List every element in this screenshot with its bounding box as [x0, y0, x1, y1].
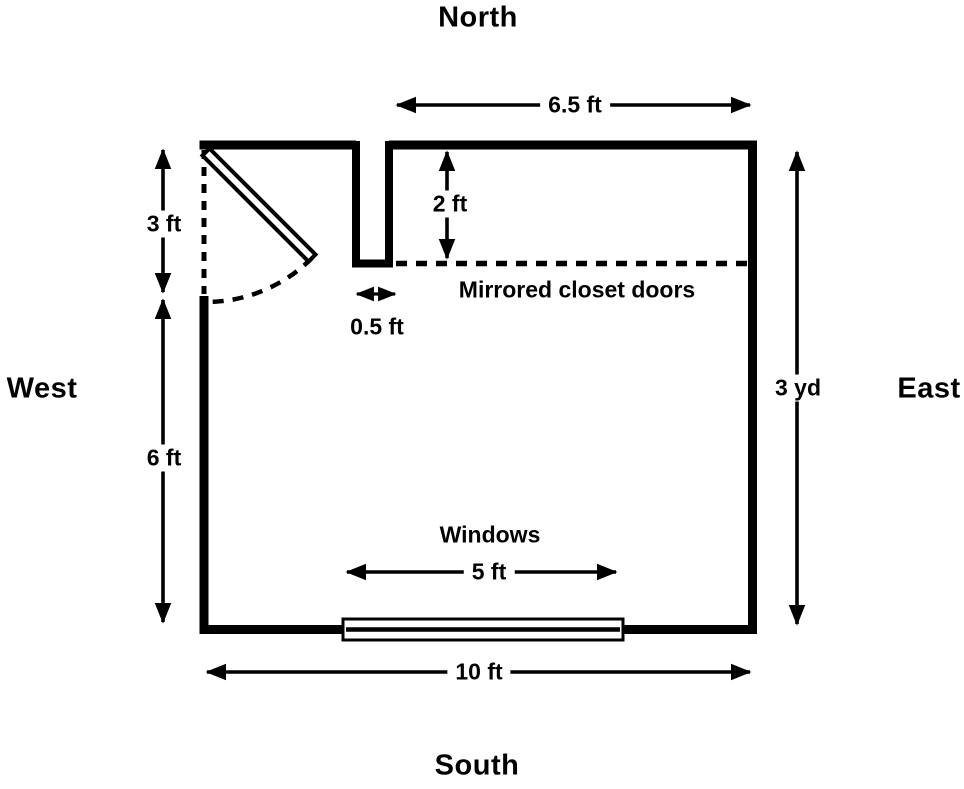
dim-label-closet-depth: 2 ft: [424, 190, 476, 218]
door-panel: [199, 145, 319, 265]
compass-east-label: East: [897, 372, 961, 405]
compass-north-label: North: [438, 1, 518, 34]
dim-label-closet-width: 6.5 ft: [540, 91, 610, 119]
dim-label-west-wall-lower: 6 ft: [138, 444, 190, 472]
compass-south-label: South: [434, 749, 520, 782]
dim-label-window-width: 5 ft: [463, 558, 515, 586]
dim-label-door-opening: 3 ft: [138, 210, 190, 238]
windows-label: Windows: [439, 521, 541, 548]
compass-west-label: West: [6, 372, 78, 405]
room-walls: [199, 140, 757, 634]
door-swing-arc: [205, 256, 314, 305]
mirrored-closet-doors-label: Mirrored closet doors: [458, 276, 696, 303]
dim-label-south-wall: 10 ft: [447, 658, 511, 686]
dim-label-east-wall: 3 yd: [766, 374, 830, 402]
dim-label-partition-width: 0.5 ft: [350, 313, 404, 340]
closet-partition-wall: [352, 141, 393, 268]
